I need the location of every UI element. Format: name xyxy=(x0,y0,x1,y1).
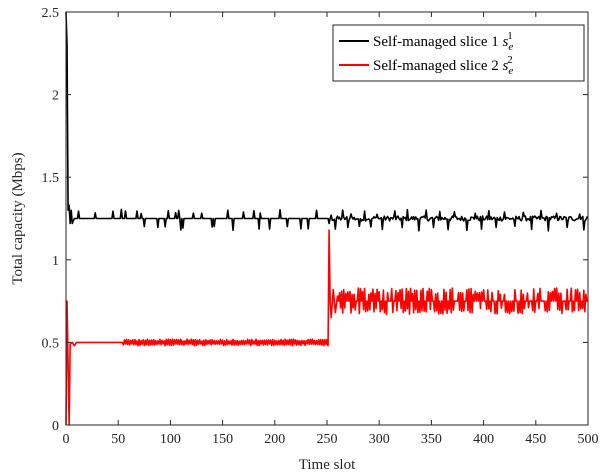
y-axis-title: Total capacity (Mbps) xyxy=(10,152,26,284)
x-tick-label: 50 xyxy=(111,432,125,447)
legend-entry-label: Self-managed slice 2 se2 xyxy=(373,54,513,77)
legend-box xyxy=(332,24,585,82)
x-tick-label: 150 xyxy=(212,432,233,447)
y-tick-label: 2 xyxy=(52,89,59,104)
x-axis-title: Time slot xyxy=(299,457,356,473)
legend-entry-label: Self-managed slice 1 se1 xyxy=(373,30,513,53)
x-tick-label: 200 xyxy=(264,432,285,447)
y-tick-label: 1 xyxy=(52,254,59,269)
y-tick-label: 2.5 xyxy=(42,6,60,21)
x-tick-label: 500 xyxy=(578,432,599,447)
series-line-slice-2 xyxy=(65,229,588,426)
y-tick-label: 0 xyxy=(52,419,59,434)
y-tick-label: 0.5 xyxy=(42,336,60,351)
x-tick-label: 450 xyxy=(525,432,546,447)
x-tick-label: 400 xyxy=(473,432,494,447)
x-tick-label: 250 xyxy=(317,432,338,447)
x-tick-label: 100 xyxy=(160,432,181,447)
y-tick-label: 1.5 xyxy=(42,171,60,186)
x-tick-label: 350 xyxy=(421,432,442,447)
x-tick-label: 0 xyxy=(63,432,70,447)
axis-tick-labels: 0 50 100 150 200 250 300 350 400 450 500 0 0.5 1 1.5 2 2… xyxy=(42,6,599,447)
series-line-slice-1 xyxy=(65,11,589,232)
plot-lines xyxy=(65,11,589,426)
axis-ticks xyxy=(65,11,589,426)
x-tick-label: 300 xyxy=(369,432,390,447)
